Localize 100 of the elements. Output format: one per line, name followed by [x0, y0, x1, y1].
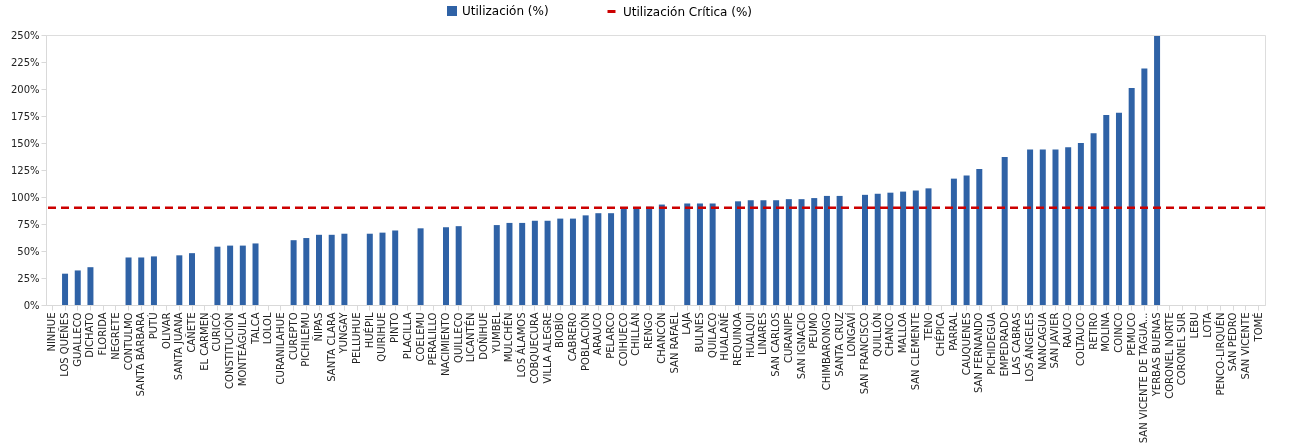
- x-tick-label: COBQUECURA: [528, 312, 540, 384]
- x-tick-label: SAN CLEMENTE: [909, 312, 921, 391]
- x-tick-label: RETIRO: [1087, 312, 1099, 350]
- x-tick-label: PERALILLO: [427, 312, 439, 366]
- x-tick-label: PARRAL: [947, 312, 959, 351]
- x-tick-label: LOS ÁLAMOS: [515, 312, 528, 378]
- bar: [227, 245, 234, 305]
- x-tick-label: VILLA ALEGRE: [541, 312, 553, 384]
- y-tick-label: 125%: [10, 164, 40, 176]
- bar: [595, 213, 602, 305]
- bar: [773, 200, 780, 305]
- x-tick-label: SAN VICENTE DE TAGUA...: [1138, 312, 1150, 444]
- x-tick-label: ÑIPAS: [312, 312, 325, 342]
- legend-label: Utilización Crítica (%): [623, 4, 753, 19]
- x-tick-label: CHANCÓN: [654, 312, 667, 364]
- bar: [862, 194, 869, 305]
- x-tick-label: YUMBEL: [490, 312, 502, 355]
- x-tick-label: CUREPTO: [287, 312, 299, 361]
- x-tick-label: NANCAGUA: [1036, 312, 1048, 370]
- bar: [620, 208, 627, 305]
- bar: [569, 218, 576, 305]
- x-tick-label: PEMUCO: [1125, 312, 1137, 356]
- x-tick-label: HUALQUI: [744, 312, 756, 358]
- x-tick-label: QUILACO: [706, 312, 718, 358]
- y-tick-label: 200%: [10, 83, 40, 95]
- bar: [912, 190, 919, 305]
- y-tick-label: 225%: [10, 56, 40, 68]
- bar: [493, 225, 500, 305]
- legend-label: Utilización (%): [462, 4, 549, 18]
- x-tick-label: SAN JAVIER: [1049, 312, 1061, 369]
- x-tick-label: YUNGAY: [338, 311, 350, 355]
- x-tick-label: CHILLÁN: [629, 312, 642, 356]
- y-tick-label: 175%: [10, 110, 40, 122]
- bar: [290, 240, 297, 305]
- x-tick-label: MULCHÉN: [502, 312, 515, 363]
- bar: [1090, 133, 1097, 305]
- x-tick-label: GUALLECO: [71, 312, 83, 367]
- bar: [557, 218, 564, 305]
- bar: [1141, 68, 1148, 305]
- x-tick-label: CURANILAHUE: [274, 312, 286, 385]
- x-tick-label: PUTÚ: [146, 312, 159, 340]
- y-tick-label: 100%: [10, 191, 40, 203]
- x-tick-label: SAN FRANCISCO: [859, 312, 871, 395]
- x-tick-label: MALLOA: [897, 312, 909, 354]
- x-tick-label: PENCO-LIRQUÉN: [1213, 312, 1226, 396]
- bar: [900, 191, 907, 305]
- bar: [608, 213, 615, 305]
- bar: [1001, 157, 1008, 305]
- x-tick-label: COLTAUCO: [1074, 312, 1086, 366]
- x-tick-label: RAUCO: [1062, 312, 1074, 349]
- x-tick-label: DOÑIHUE: [477, 312, 490, 360]
- bar: [150, 256, 157, 305]
- y-tick-label: 250%: [10, 29, 40, 41]
- x-tick-label: OLIVAR: [160, 312, 172, 349]
- x-tick-label: BIOBÍO: [553, 312, 566, 348]
- bar: [214, 246, 221, 305]
- bar: [442, 227, 449, 305]
- x-tick-label: LINARES: [757, 312, 769, 355]
- bar: [544, 220, 551, 305]
- x-tick-label: CAÑETE: [185, 312, 198, 353]
- y-tick-label: 150%: [10, 137, 40, 149]
- bar: [925, 188, 932, 305]
- bar: [709, 203, 716, 305]
- bar: [125, 257, 132, 305]
- x-tick-label: CORONEL SUR: [1176, 312, 1188, 386]
- bar: [633, 208, 640, 305]
- bar: [696, 203, 703, 305]
- bar: [658, 204, 665, 305]
- x-tick-label: COIHUECO: [617, 312, 629, 367]
- y-tick-label: 75%: [17, 218, 40, 230]
- x-tick-label: COINCO: [1112, 312, 1124, 353]
- x-tick-label: LAJA: [681, 312, 693, 335]
- x-tick-label: LAS CABRAS: [1011, 312, 1023, 376]
- bar: [1065, 147, 1072, 305]
- bar: [1103, 114, 1110, 305]
- bar: [328, 234, 335, 305]
- x-tick-label: CURICÓ: [210, 312, 223, 352]
- x-tick-label: SAN CARLOS: [770, 312, 782, 377]
- bar: [735, 201, 742, 305]
- x-tick-label: SAN VICENTE: [1239, 312, 1251, 380]
- bar: [366, 233, 373, 305]
- bar: [189, 253, 196, 305]
- x-tick-label: QUILLECO: [452, 312, 464, 363]
- x-tick-label: CONTULMO: [122, 312, 134, 371]
- bar: [976, 168, 983, 305]
- bar: [887, 192, 894, 305]
- bar: [341, 233, 348, 305]
- bar: [62, 273, 69, 305]
- bar: [74, 270, 81, 305]
- bar: [684, 203, 691, 305]
- bar: [811, 198, 818, 305]
- x-tick-label: TOMÉ: [1251, 312, 1264, 343]
- bar: [950, 178, 957, 305]
- x-tick-label: PEUMO: [808, 312, 820, 349]
- bar: [1154, 36, 1161, 305]
- bar: [582, 215, 589, 305]
- y-tick-label: 25%: [17, 272, 40, 284]
- y-tick-label: 50%: [17, 245, 40, 257]
- bar: [417, 228, 424, 305]
- bar: [1128, 87, 1135, 305]
